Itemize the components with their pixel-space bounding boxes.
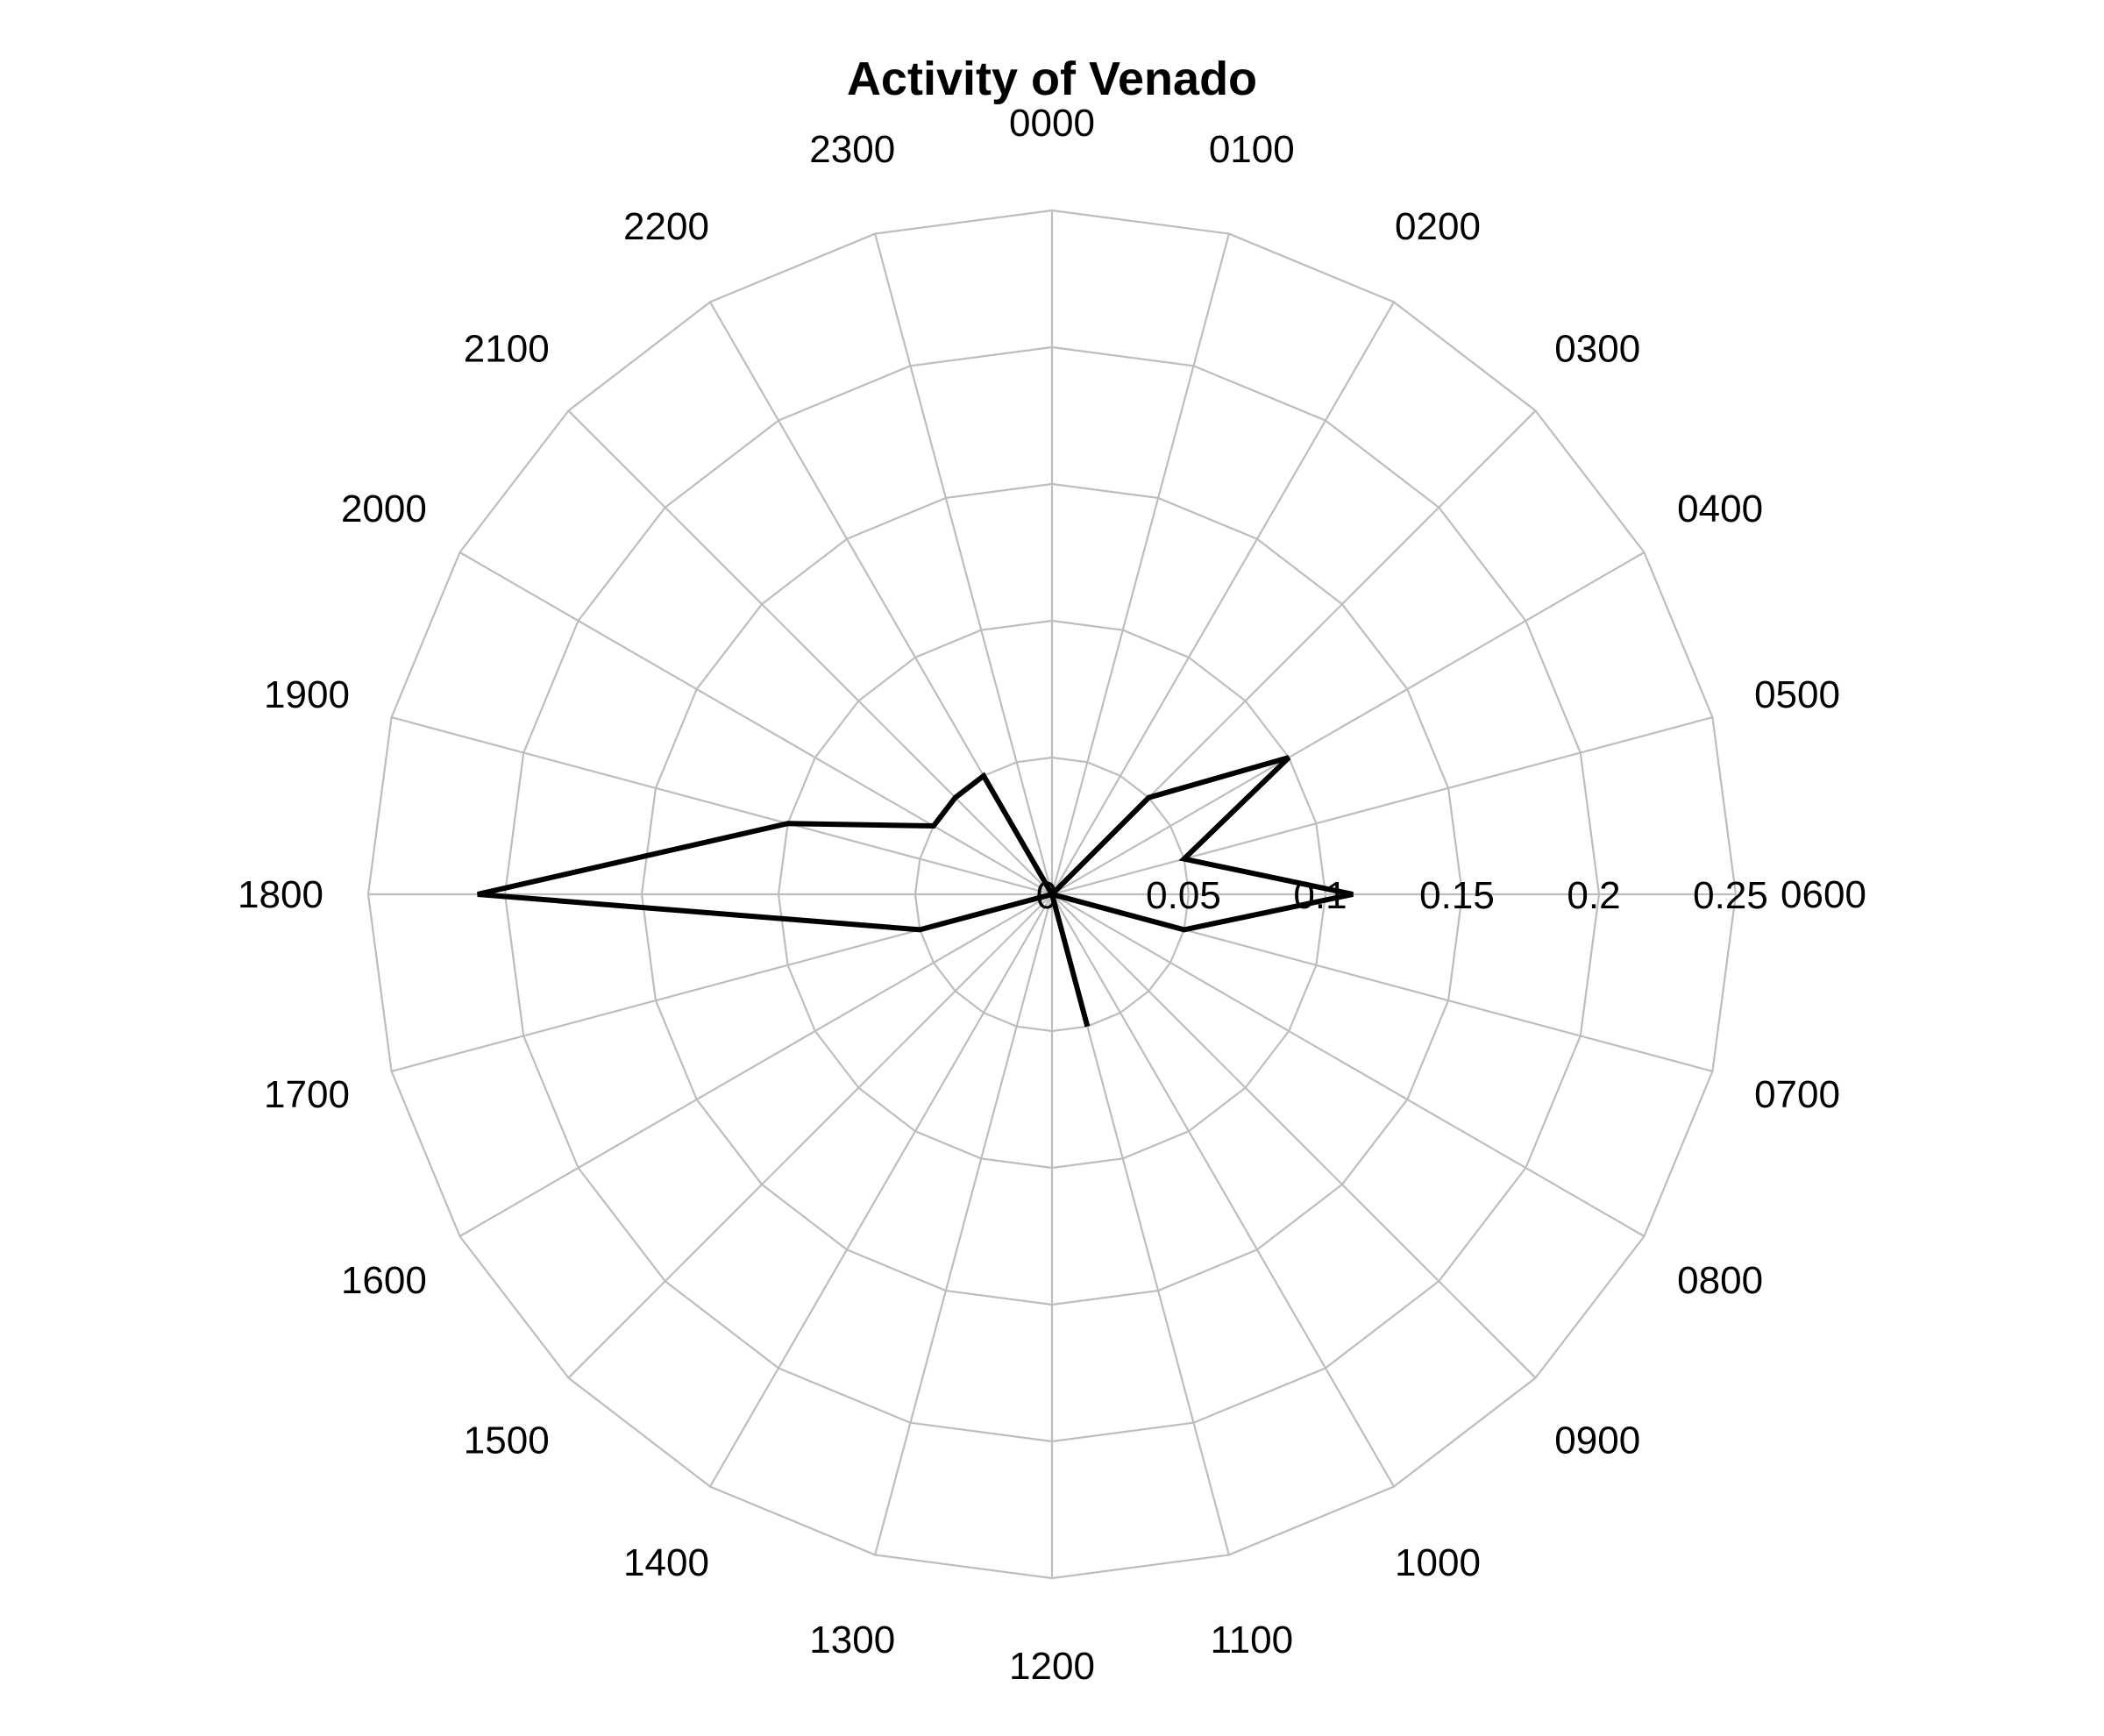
hour-label-0800: 0800: [1677, 1259, 1763, 1302]
hour-label-2200: 2200: [623, 205, 709, 248]
hour-label-1700: 1700: [264, 1073, 350, 1116]
grid-spokes: [368, 210, 1736, 1578]
hour-label-1300: 1300: [809, 1619, 895, 1661]
hour-label-1900: 1900: [264, 673, 350, 716]
grid-spoke-2100: [567, 409, 1053, 895]
hour-label-1500: 1500: [464, 1419, 550, 1462]
grid-spoke-1000: [1051, 893, 1395, 1488]
hour-label-1800: 1800: [238, 873, 323, 916]
radial-tick-labels: 0 0.05 0.1 0.15 0.2 0.25: [1036, 874, 1768, 917]
grid-spoke-0200: [1051, 301, 1395, 895]
hour-label-0400: 0400: [1677, 487, 1763, 530]
grid-spoke-1500: [567, 893, 1053, 1379]
hour-label-1200: 1200: [1009, 1645, 1095, 1688]
grid-spoke-2000: [458, 551, 1053, 895]
hour-label-1000: 1000: [1395, 1541, 1481, 1584]
radial-tick-label-3: 0.15: [1419, 874, 1495, 917]
hour-label-2000: 2000: [341, 487, 427, 530]
grid-spoke-0500: [1051, 716, 1713, 896]
grid-spoke-0100: [1050, 233, 1230, 895]
radial-tick-label-1: 0.05: [1146, 874, 1221, 917]
grid-spoke-0400: [1051, 551, 1646, 895]
hour-label-1100: 1100: [1210, 1619, 1293, 1661]
hour-label-0000: 0000: [1009, 102, 1095, 145]
chart-title: Activity of Venado: [847, 53, 1257, 105]
hour-label-2300: 2300: [809, 128, 895, 171]
hour-label-1400: 1400: [623, 1541, 709, 1584]
grid-spoke-2300: [874, 233, 1054, 895]
grid-spoke-1300: [874, 893, 1054, 1555]
hour-labels: 0000 0100 0200 0300 0400 0500 0600 0700 0800 0900…: [238, 102, 1866, 1688]
grid-spoke-1600: [458, 893, 1053, 1237]
hour-label-0500: 0500: [1754, 673, 1840, 716]
hour-label-2100: 2100: [464, 328, 550, 371]
hour-label-0900: 0900: [1554, 1419, 1640, 1462]
data-series: [477, 755, 1354, 1028]
hour-label-0300: 0300: [1554, 328, 1640, 371]
hour-label-1600: 1600: [341, 1259, 427, 1302]
hour-label-0700: 0700: [1754, 1073, 1840, 1116]
hour-label-0100: 0100: [1209, 128, 1295, 171]
grid-spoke-0900: [1051, 893, 1537, 1379]
grid-spoke-1400: [709, 893, 1053, 1488]
radial-tick-label-5: 0.25: [1693, 874, 1768, 917]
series-line-0: [477, 755, 1354, 1028]
hour-label-0600: 0600: [1781, 873, 1866, 916]
hour-label-0200: 0200: [1395, 205, 1481, 248]
grid-spoke-1900: [391, 716, 1053, 896]
grid-spoke-0800: [1051, 893, 1646, 1237]
radial-tick-label-4: 0.2: [1567, 874, 1620, 917]
